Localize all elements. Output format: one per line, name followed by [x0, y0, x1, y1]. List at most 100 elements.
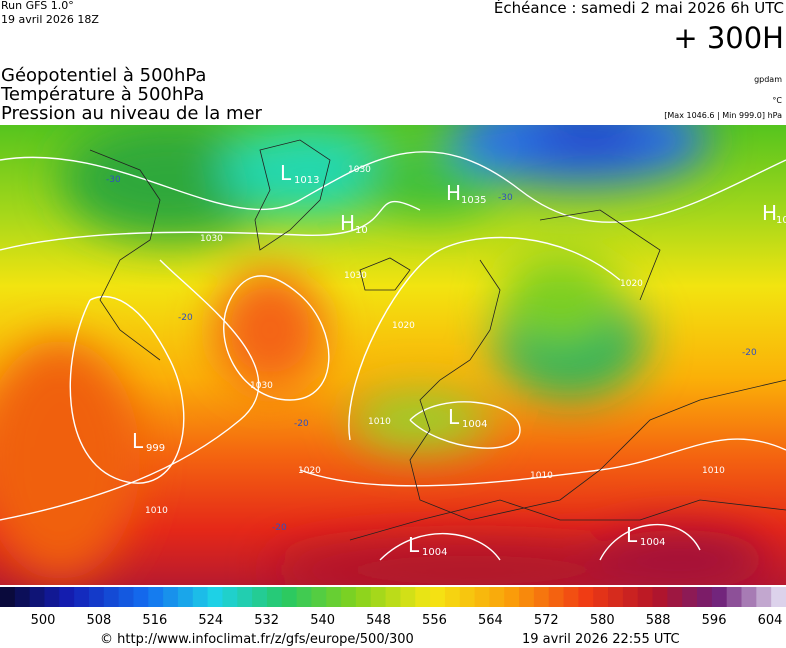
- isobar-label: 1010: [145, 506, 168, 516]
- map: L 1013 H 10 H 1035 H 10 L 999 L 1004 L 1…: [0, 125, 786, 585]
- isobar-label: 1030: [344, 271, 367, 281]
- center-value: 10: [355, 225, 368, 236]
- center-letter: L: [132, 429, 144, 453]
- center-value: 1013: [294, 175, 319, 186]
- colorbar-swatch: [622, 587, 639, 607]
- center-value: 10: [776, 215, 786, 226]
- colorbar-swatch: [504, 587, 520, 607]
- center-value: 999: [146, 443, 165, 454]
- isobar-label: 1030: [250, 381, 273, 391]
- center-value: 1004: [422, 547, 447, 558]
- run: Run GFS 1.0°: [1, 0, 74, 12]
- colorbar-label: 588: [646, 613, 671, 628]
- unit: gpdam: [754, 75, 782, 84]
- colorbar-swatch: [163, 587, 179, 607]
- colorbar-swatch: [385, 587, 401, 607]
- isobar-label: 1010: [702, 466, 725, 476]
- colorbar-swatch: [608, 587, 624, 607]
- colorbar-swatch: [59, 587, 75, 607]
- colorbar-label: 596: [702, 613, 727, 628]
- lead-time: + 300H: [673, 21, 784, 55]
- center-letter: H: [446, 181, 461, 205]
- colorbar-label: 572: [534, 613, 559, 628]
- colorbar-swatch: [474, 587, 490, 607]
- isobar-label: 1010: [530, 471, 553, 481]
- colorbar-swatch: [252, 587, 268, 607]
- colorbar-swatch: [207, 587, 223, 607]
- temperature-label: -30: [106, 175, 121, 185]
- center-letter: H: [762, 201, 777, 225]
- colorbar-label: 500: [31, 613, 56, 628]
- colorbar-label: 540: [310, 613, 335, 628]
- colorbar-swatch: [578, 587, 594, 607]
- colorbar-swatch: [326, 587, 342, 607]
- colorbar-swatch: [281, 587, 298, 607]
- center-value: 1035: [461, 195, 486, 206]
- temperature-label: -20: [742, 348, 757, 358]
- coastlines: [89, 139, 786, 541]
- colorbar-swatch: [711, 587, 728, 607]
- colorbar-swatch: [74, 587, 90, 607]
- colorbar-swatch: [0, 587, 16, 607]
- colorbar-swatch: [222, 587, 238, 607]
- field-title: Température à 500hPa: [0, 84, 204, 105]
- colorbar-label: 508: [87, 613, 112, 628]
- isobar-label: 1020: [620, 279, 643, 289]
- center-letter: L: [448, 405, 460, 429]
- generated: 19 avril 2026 22:55 UTC: [522, 632, 680, 647]
- colorbar-swatch: [771, 587, 786, 607]
- colorbar-swatch: [519, 587, 535, 607]
- colorbar-swatch: [593, 587, 609, 607]
- colorbar-swatch: [756, 587, 772, 607]
- colorbar-swatch: [563, 587, 579, 607]
- colorbar-swatch: [697, 587, 713, 607]
- colorbar-swatch: [400, 587, 416, 607]
- colorbar-swatch: [652, 587, 668, 607]
- colorbar-swatch: [133, 587, 149, 607]
- pressure-range: [Max 1046.6 | Min 999.0] hPa: [664, 111, 782, 120]
- colorbar-swatch: [637, 587, 654, 607]
- isobar-label: 1020: [298, 466, 321, 476]
- colorbar-swatch: [88, 587, 105, 607]
- colorbar-label: 604: [758, 613, 783, 628]
- colorbar-swatch: [533, 587, 550, 607]
- isobar-label: 1020: [392, 321, 415, 331]
- colorbar-swatch: [237, 587, 253, 607]
- colorbar-swatch: [489, 587, 505, 607]
- colorbar-label: 524: [198, 613, 223, 628]
- valid-time: Échéance : samedi 2 mai 2026 6h UTC: [494, 0, 784, 17]
- isobar-label: 1030: [348, 165, 371, 175]
- colorbar-swatch: [118, 587, 134, 607]
- colorbar-label: 516: [142, 613, 167, 628]
- field-title: Pression au niveau de la mer: [1, 103, 263, 124]
- colorbar-label: 532: [254, 613, 279, 628]
- colorbar-swatch: [355, 587, 372, 607]
- temperature-label: -30: [498, 193, 513, 203]
- colorbar-swatch: [370, 587, 387, 607]
- center-letter: L: [626, 523, 638, 547]
- colorbar-swatch: [341, 587, 357, 607]
- colorbar-swatch: [29, 587, 45, 607]
- colorbar-label: 556: [422, 613, 447, 628]
- colorbar-swatch: [548, 587, 565, 607]
- isobars: [0, 151, 786, 561]
- colorbar-swatch: [726, 587, 743, 607]
- isobar-label: 1010: [368, 417, 391, 427]
- unit: °C: [772, 96, 782, 105]
- colorbar-swatch: [311, 587, 327, 607]
- colorbar-swatch: [459, 587, 476, 607]
- field-title: Géopotentiel à 500hPa: [1, 65, 206, 86]
- center-value: 1004: [640, 537, 665, 548]
- center-letter: H: [340, 211, 355, 235]
- center-letter: L: [408, 533, 420, 557]
- run-date: 19 avril 2026 18Z: [1, 13, 99, 26]
- temperature-label: -20: [272, 523, 287, 533]
- colorbar-swatch: [444, 587, 461, 607]
- colorbar-swatch: [148, 587, 164, 607]
- colorbar-swatch: [682, 587, 698, 607]
- colorbar-swatch: [741, 587, 757, 607]
- colorbar-swatch: [177, 587, 194, 607]
- center-letter: L: [280, 161, 292, 185]
- colorbar-swatch: [415, 587, 431, 607]
